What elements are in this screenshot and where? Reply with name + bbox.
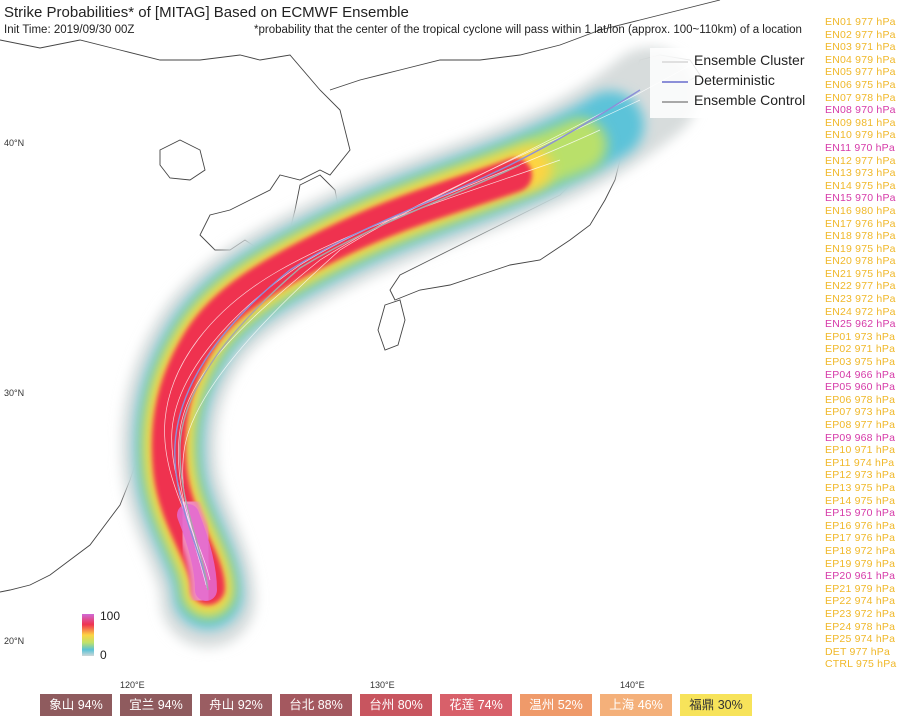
ensemble-member-entry: EP03 975 hPa bbox=[825, 356, 896, 369]
ensemble-member-entry: EP06 978 hPa bbox=[825, 393, 896, 406]
lon-label-130e: 130°E bbox=[370, 680, 395, 690]
legend-swatch bbox=[662, 61, 688, 63]
ensemble-member-entry: EP02 971 hPa bbox=[825, 343, 896, 356]
probability-footnote: *probability that the center of the trop… bbox=[254, 24, 802, 36]
city-probability-badge: 象山 94% bbox=[40, 694, 112, 716]
legend-swatch bbox=[662, 81, 688, 83]
ensemble-member-entry: EP18 972 hPa bbox=[825, 544, 896, 557]
lat-label-40n: 40°N bbox=[4, 138, 25, 148]
deterministic-track bbox=[174, 89, 641, 591]
ensemble-member-entry: EN06 975 hPa bbox=[825, 78, 896, 91]
city-probability-badge: 上海 46% bbox=[600, 694, 672, 716]
city-probability-badge: 福鼎 30% bbox=[680, 694, 752, 716]
ensemble-member-entry: EP25 974 hPa bbox=[825, 633, 896, 646]
scale-min-label: 0 bbox=[100, 648, 107, 662]
ensemble-member-entry: EN25 962 hPa bbox=[825, 318, 896, 331]
ensemble-member-entry: EN16 980 hPa bbox=[825, 204, 896, 217]
map-title: Strike Probabilities* of [MITAG] Based o… bbox=[4, 4, 409, 21]
ensemble-member-entry: EN14 975 hPa bbox=[825, 179, 896, 192]
ensemble-member-entry: CTRL 975 hPa bbox=[825, 658, 897, 671]
ensemble-member-entry: EP01 973 hPa bbox=[825, 330, 896, 343]
ensemble-member-entry: EP23 972 hPa bbox=[825, 607, 896, 620]
track-legend: Ensemble Cluster Deterministic Ensemble … bbox=[650, 48, 810, 118]
ensemble-member-entry: EP12 973 hPa bbox=[825, 469, 896, 482]
coastline-russia bbox=[329, 0, 721, 91]
ensemble-member-entry: EP22 974 hPa bbox=[825, 595, 896, 608]
ensemble-member-entry: EP04 966 hPa bbox=[825, 368, 896, 381]
ensemble-member-entry: EN05 977 hPa bbox=[825, 66, 896, 79]
city-probability-badge: 台州 80% bbox=[360, 694, 432, 716]
scale-max-label: 100 bbox=[100, 609, 121, 623]
city-probability-badge: 宜兰 94% bbox=[120, 694, 192, 716]
lon-label-140e: 140°E bbox=[620, 680, 645, 690]
ensemble-member-entry: EN12 977 hPa bbox=[825, 154, 896, 167]
ensemble-member-entry: EN09 981 hPa bbox=[825, 116, 896, 129]
ensemble-control-track bbox=[179, 164, 521, 591]
legend-swatch bbox=[662, 101, 688, 103]
ensemble-member-entry: EN11 970 hPa bbox=[825, 141, 895, 154]
ensemble-member-list: EN01 977 hPa EN02 977 hPa EN03 971 hPa EN04… bbox=[825, 16, 911, 671]
ensemble-member-entry: EN07 978 hPa bbox=[825, 91, 896, 104]
probability-swath bbox=[121, 47, 698, 648]
ensemble-member-entry: EP20 961 hPa bbox=[825, 570, 896, 583]
ensemble-member-entry: EN08 970 hPa bbox=[825, 104, 896, 117]
ensemble-member-entry: EP14 975 hPa bbox=[825, 494, 896, 507]
ensemble-member-entry: EN04 979 hPa bbox=[825, 53, 896, 66]
ensemble-member-entry: EN01 977 hPa bbox=[825, 16, 896, 28]
city-probability-badge: 台北 88% bbox=[280, 694, 352, 716]
ensemble-member-entry: EP11 974 hPa bbox=[825, 456, 895, 469]
ensemble-member-entry: EP16 976 hPa bbox=[825, 519, 896, 532]
city-probability-badge: 温州 52% bbox=[520, 694, 592, 716]
ensemble-member-entry: EN03 971 hPa bbox=[825, 41, 896, 54]
ensemble-member-entry: EP17 976 hPa bbox=[825, 532, 896, 545]
ensemble-member-entry: DET 977 hPa bbox=[825, 645, 891, 658]
ensemble-member-entry: EN20 978 hPa bbox=[825, 255, 896, 268]
legend-label: Ensemble Cluster bbox=[694, 52, 805, 68]
legend-label: Deterministic bbox=[694, 72, 775, 88]
lat-label-30n: 30°N bbox=[4, 388, 25, 398]
ensemble-member-entry: EP10 971 hPa bbox=[825, 444, 896, 457]
ensemble-member-entry: EN22 977 hPa bbox=[825, 280, 896, 293]
ensemble-member-entry: EN19 975 hPa bbox=[825, 242, 896, 255]
init-time: Init Time: 2019/09/30 00Z bbox=[4, 24, 135, 36]
ensemble-member-entry: EP07 973 hPa bbox=[825, 406, 896, 419]
ensemble-member-entry: EN02 977 hPa bbox=[825, 28, 896, 41]
ensemble-member-entry: EP05 960 hPa bbox=[825, 381, 896, 394]
ensemble-member-entry: EP15 970 hPa bbox=[825, 507, 896, 520]
city-probability-badge: 舟山 92% bbox=[200, 694, 272, 716]
ensemble-member-entry: EN13 973 hPa bbox=[825, 167, 896, 180]
ensemble-member-entry: EN21 975 hPa bbox=[825, 267, 896, 280]
ensemble-member-entry: EP13 975 hPa bbox=[825, 481, 896, 494]
ensemble-member-entry: EN15 970 hPa bbox=[825, 192, 896, 205]
coastline-bohai bbox=[159, 139, 206, 181]
ensemble-member-entry: EN18 978 hPa bbox=[825, 230, 896, 243]
coastline-china bbox=[0, 39, 351, 593]
lat-label-20n: 20°N bbox=[4, 636, 25, 646]
ensemble-member-entry: EP08 977 hPa bbox=[825, 419, 896, 431]
ensemble-member-entry: EP09 968 hPa bbox=[825, 431, 896, 444]
ensemble-member-entry: EP24 978 hPa bbox=[825, 620, 896, 633]
ensemble-member-entry: EP19 979 hPa bbox=[825, 557, 896, 570]
legend-label: Ensemble Control bbox=[694, 92, 806, 108]
ensemble-member-entry: EN23 972 hPa bbox=[825, 293, 896, 306]
coastline-japan-kyushu bbox=[377, 299, 406, 351]
ensemble-member-entry: EP21 979 hPa bbox=[825, 582, 896, 595]
probability-color-scale bbox=[82, 614, 94, 656]
ensemble-member-entry: EN10 979 hPa bbox=[825, 129, 896, 142]
lon-label-120e: 120°E bbox=[120, 680, 145, 690]
city-probability-badge: 花莲 74% bbox=[440, 694, 512, 716]
ensemble-member-entry: EN17 976 hPa bbox=[825, 217, 896, 230]
ensemble-member-entry: EN24 972 hPa bbox=[825, 305, 896, 318]
